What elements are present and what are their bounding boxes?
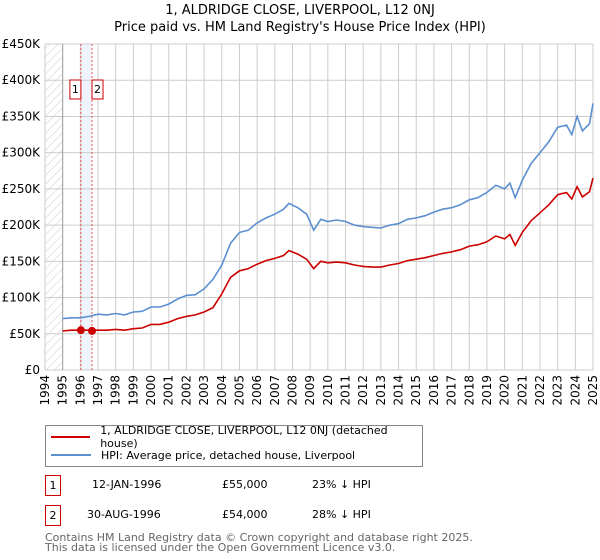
x-tick-label: 1997 <box>91 375 105 406</box>
x-tick-label: 2012 <box>356 375 370 406</box>
legend-item-hpi: HPI: Average price, detached house, Live… <box>46 447 355 463</box>
x-tick-label: 2013 <box>374 375 388 406</box>
y-tick-label: £350K <box>2 109 42 123</box>
pre-data-hatch <box>45 44 63 370</box>
x-tick-label: 2024 <box>568 375 582 406</box>
legend-label: 1, ALDRIDGE CLOSE, LIVERPOOL, L12 0NJ (d… <box>100 424 388 450</box>
hpi-line <box>62 103 594 320</box>
y-tick-label: £200K <box>2 218 42 232</box>
chart-subtitle: Price paid vs. HM Land Registry's House … <box>114 20 486 35</box>
footer-licence: This data is licensed under the Open Gov… <box>45 541 396 554</box>
x-tick-label: 2018 <box>462 375 476 406</box>
sale-period-band <box>80 44 93 370</box>
transaction-badge: 2 <box>45 505 61 526</box>
x-tick-label: 1996 <box>73 375 87 406</box>
x-tick-label: 1998 <box>109 375 123 406</box>
x-tick-label: 2004 <box>215 375 229 406</box>
y-tick-label: £50K <box>9 327 41 341</box>
sale-label-box <box>91 79 104 100</box>
transaction-hpi: 23% ↓ HPI <box>312 478 371 491</box>
legend-label: HPI: Average price, detached house, Live… <box>101 448 356 462</box>
y-tick-label: £250K <box>2 182 42 196</box>
y-tick-label: £150K <box>2 254 42 268</box>
y-tick-label: £100K <box>2 291 42 305</box>
x-tick-label: 1999 <box>126 375 140 406</box>
y-tick-label: £450K <box>2 37 42 51</box>
x-tick-label: 2022 <box>533 375 547 406</box>
x-tick-label: 2016 <box>427 375 441 406</box>
x-tick-label: 2025 <box>586 375 600 406</box>
x-tick-label: 2008 <box>285 375 299 406</box>
legend-item-property: 1, ALDRIDGE CLOSE, LIVERPOOL, L12 0NJ (d… <box>46 424 422 450</box>
price-chart: £0 £50K £100K £150K £200K £250K £300K £350K £400… <box>2 37 600 406</box>
x-tick-label: 2005 <box>232 375 246 406</box>
x-tick-label: 2017 <box>445 375 459 406</box>
x-tick-label: 2000 <box>144 375 158 406</box>
x-tick-label: 1994 <box>38 375 52 406</box>
legend: 1, ALDRIDGE CLOSE, LIVERPOOL, L12 0NJ (d… <box>45 424 423 467</box>
transaction-price: £54,000 <box>222 508 268 521</box>
x-tick-label: 2020 <box>498 375 512 406</box>
sale-point <box>76 326 85 335</box>
x-tick-label: 2021 <box>515 375 529 406</box>
footer-copyright: Contains HM Land Registry data © Crown c… <box>45 531 473 544</box>
transaction-date: 30-AUG-1996 <box>87 508 161 521</box>
x-tick-label: 2003 <box>197 375 211 406</box>
sale-label-box <box>69 79 82 100</box>
sale-point <box>88 326 97 335</box>
legend-swatch-red <box>51 436 91 438</box>
y-tick-label: £300K <box>2 146 42 160</box>
x-tick-label: 2010 <box>321 375 335 406</box>
x-tick-label: 2001 <box>162 375 176 406</box>
x-tick-label: 2007 <box>268 375 282 406</box>
x-tick-label: 2023 <box>551 375 565 406</box>
x-tick-label: 2002 <box>179 375 193 406</box>
sale-label: 1 <box>72 83 79 96</box>
y-tick-label: £0 <box>25 363 40 377</box>
x-tick-label: 2014 <box>392 375 406 406</box>
sale-label: 2 <box>94 83 101 96</box>
price-paid-line <box>62 177 594 332</box>
legend-swatch-blue <box>51 454 91 456</box>
y-tick-label: £400K <box>2 73 42 87</box>
x-tick-label: 2015 <box>409 375 423 406</box>
transaction-date: 12-JAN-1996 <box>92 478 162 491</box>
x-tick-label: 2006 <box>250 375 264 406</box>
x-tick-label: 2019 <box>480 375 494 406</box>
chart-title: 1, ALDRIDGE CLOSE, LIVERPOOL, L12 0NJ <box>165 3 435 18</box>
transaction-hpi: 28% ↓ HPI <box>312 508 371 521</box>
x-tick-label: 2011 <box>339 375 353 406</box>
transaction-badge: 1 <box>45 475 61 496</box>
transaction-price: £55,000 <box>222 478 268 491</box>
x-tick-label: 2009 <box>303 375 317 406</box>
x-tick-label: 1995 <box>56 375 70 406</box>
